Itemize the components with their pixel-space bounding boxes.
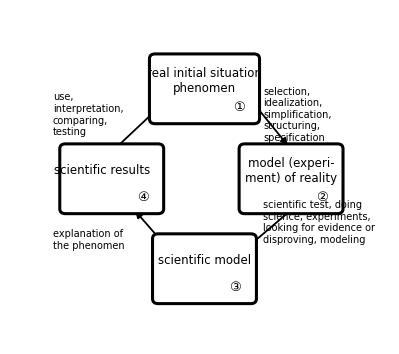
FancyBboxPatch shape — [150, 54, 259, 124]
Text: real initial situation
phenomen: real initial situation phenomen — [147, 67, 262, 95]
Text: ④: ④ — [137, 192, 148, 204]
FancyBboxPatch shape — [152, 234, 257, 304]
FancyBboxPatch shape — [60, 144, 164, 214]
Text: ②: ② — [316, 192, 328, 204]
Text: use,
interpretation,
comparing,
testing: use, interpretation, comparing, testing — [53, 92, 124, 137]
Text: scientific model: scientific model — [158, 254, 251, 267]
Text: explanation of
the phenomen: explanation of the phenomen — [53, 229, 124, 251]
FancyBboxPatch shape — [239, 144, 343, 214]
Text: ③: ③ — [229, 281, 241, 294]
Text: model (experi-
ment) of reality: model (experi- ment) of reality — [245, 156, 337, 184]
Text: ①: ① — [233, 101, 245, 114]
Text: selection,
idealization,
simplification,
structuring,
specification: selection, idealization, simplification,… — [263, 86, 332, 143]
Text: scientific results: scientific results — [54, 164, 150, 177]
Text: scientific test, doing
science, experiments,
looking for evidence or
disproving,: scientific test, doing science, experime… — [263, 200, 375, 245]
